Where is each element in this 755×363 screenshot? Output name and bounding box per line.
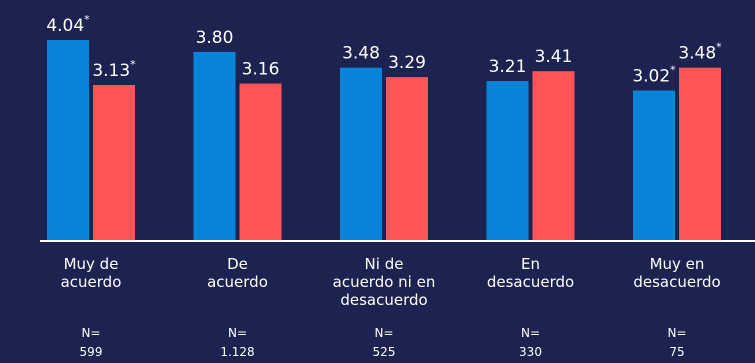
significance-mark: * (84, 13, 90, 26)
bar-s1-c0 (93, 85, 135, 241)
category-label-c0-line0: Muy de (64, 255, 119, 273)
category-label-c2-line1: acuerdo ni en (333, 273, 436, 291)
n-value-c3: 330 (519, 345, 542, 359)
n-prefix-c3: N= (521, 326, 540, 340)
value-label-s0-c0: 4.04* (46, 13, 90, 36)
value-label-s1-c0: 3.13* (92, 58, 136, 81)
category-label-c1-line0: De (227, 255, 248, 273)
n-value-c0: 599 (80, 345, 103, 359)
significance-mark: * (670, 63, 676, 76)
value-label-s0-c2: 3.48 (342, 44, 380, 64)
n-prefix-c2: N= (374, 326, 393, 340)
bar-s0-c2 (340, 67, 382, 240)
bar-s0-c1 (193, 51, 236, 240)
bar-s1-c3 (532, 71, 575, 241)
category-label-c2-line2: desacuerdo (340, 291, 427, 309)
n-value-c2: 525 (373, 345, 396, 359)
bars-group (47, 40, 721, 241)
significance-mark: * (130, 58, 136, 71)
category-label-c3-line0: En (521, 255, 540, 273)
bar-s0-c3 (486, 81, 529, 240)
n-prefix-c1: N= (228, 326, 247, 340)
bar-s1-c1 (239, 83, 282, 240)
significance-mark: * (716, 41, 722, 54)
category-label-c4-line0: Muy en (650, 255, 705, 273)
category-label-c3-line1: desacuerdo (487, 273, 574, 291)
sample-size-labels-group: N= 599 N= 1.128 N= 525 N= 330 N= 75 (80, 326, 687, 359)
category-label-c0-line1: acuerdo (61, 273, 122, 291)
value-labels-group: 4.04*3.13* 3.80 3.16 3.48 3.29 3.21 3.41 3.02*3… (46, 13, 722, 86)
value-label-s1-c3: 3.41 (535, 47, 573, 67)
n-prefix-c4: N= (667, 326, 686, 340)
value-label-s1-c4: 3.48* (678, 41, 722, 64)
bar-s0-c0 (47, 40, 89, 240)
category-label-c4-line1: desacuerdo (633, 273, 720, 291)
bar-s1-c2 (386, 77, 428, 240)
value-label-s0-c1: 3.80 (196, 28, 234, 48)
n-value-c4: 75 (669, 345, 684, 359)
bar-s0-c4 (633, 90, 675, 240)
n-prefix-c0: N= (81, 326, 100, 340)
n-value-c1: 1.128 (220, 345, 254, 359)
category-label-c2-line0: Ni de (365, 255, 404, 273)
category-label-c1-line1: acuerdo (207, 273, 268, 291)
value-label-s0-c4: 3.02* (632, 63, 676, 86)
value-label-s0-c3: 3.21 (489, 57, 527, 77)
value-label-s1-c1: 3.16 (242, 60, 280, 80)
bar-s1-c4 (679, 67, 721, 240)
value-label-s1-c2: 3.29 (388, 53, 426, 73)
